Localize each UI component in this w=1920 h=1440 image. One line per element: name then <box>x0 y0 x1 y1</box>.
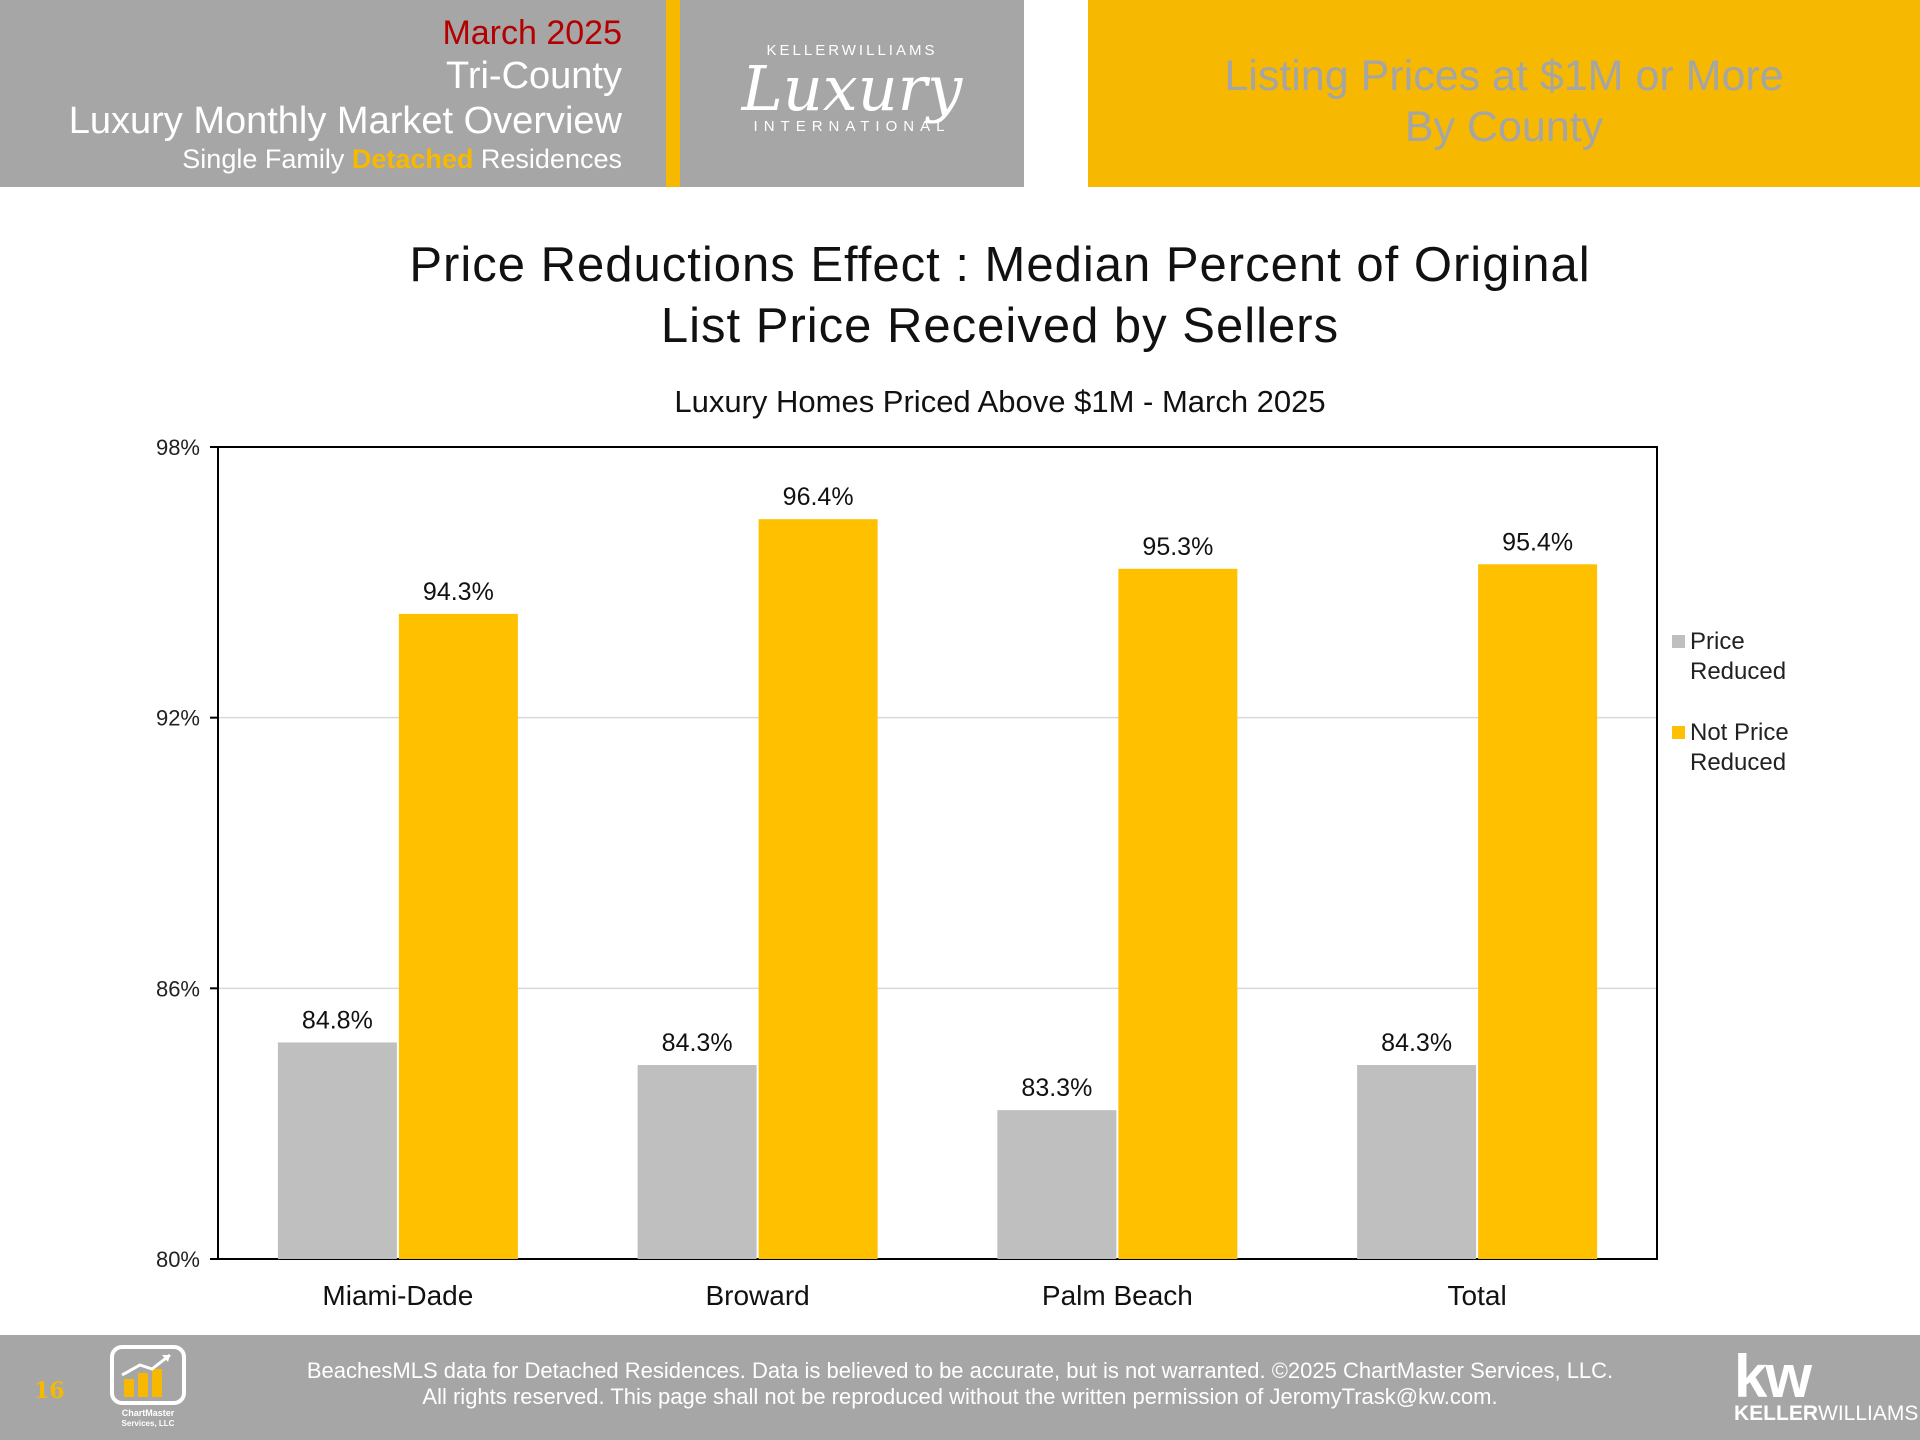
chart-subtitle: Luxury Homes Priced Above $1M - March 20… <box>674 384 1326 419</box>
report-region: Tri-County <box>446 55 622 97</box>
legend-swatch-price-reduced <box>1672 635 1685 648</box>
bar-not-price-reduced <box>398 613 518 1259</box>
data-label: 84.3% <box>662 1029 733 1057</box>
chartmaster-logo: ChartMaster Services, LLC <box>110 1345 186 1428</box>
chart-title-line1: Price Reductions Effect : Median Percent… <box>409 238 1591 292</box>
plot-area-frame <box>217 446 1658 1260</box>
section-title-line2: By County <box>1404 103 1604 151</box>
x-tick-label: Total <box>1448 1280 1507 1311</box>
y-tick-label: 92% <box>156 706 200 731</box>
legend-label-price-reduced-line2: Reduced <box>1690 658 1787 685</box>
kw-luxury-logo-top: KELLERWILLIAMS <box>766 42 938 59</box>
data-label: 95.3% <box>1142 533 1213 561</box>
kw-logo-mark: kw <box>1734 1343 1812 1410</box>
bar-price-reduced <box>277 1042 397 1259</box>
page-number: 16 <box>34 1378 65 1404</box>
legend-label-price-reduced: Price Reduced <box>1690 627 1820 687</box>
legend-swatch-not-price-reduced <box>1672 726 1685 739</box>
y-tick-label: 80% <box>156 1247 200 1272</box>
bar-price-reduced <box>637 1065 757 1259</box>
chart-title-line2: List Price Received by Sellers <box>660 299 1340 353</box>
data-label: 96.4% <box>783 483 854 511</box>
bar-price-reduced <box>997 1110 1117 1259</box>
data-label: 95.4% <box>1502 528 1573 556</box>
data-label: 83.3% <box>1021 1074 1092 1102</box>
kw-logo-text-bold: KELLER <box>1734 1402 1818 1425</box>
kw-logo-text-rest: WILLIAMS. <box>1818 1402 1920 1425</box>
legend-label-not-price-reduced-line2: Reduced <box>1690 749 1787 776</box>
report-subtitle: Single Family Detached Residences <box>182 144 622 175</box>
bar-not-price-reduced <box>1118 568 1238 1259</box>
section-title-line1: Listing Prices at $1M or More <box>1224 52 1784 100</box>
footer-bar <box>0 1335 1920 1440</box>
report-subtitle-pre: Single Family <box>182 144 352 174</box>
kw-logo-text: KELLERWILLIAMS. <box>1734 1402 1920 1426</box>
legend-label-not-price-reduced: Not Price Reduced <box>1690 718 1820 778</box>
bar-chart: 80% 86% 92% 98% 84.8% 94.3% Miami-Dade 84.3% 96.… <box>156 435 1658 1311</box>
header-left-panel <box>0 0 666 187</box>
x-tick-label: Miami-Dade <box>322 1280 473 1311</box>
report-month: March 2025 <box>442 14 622 52</box>
report-subtitle-highlight: Detached <box>351 144 474 174</box>
kw-luxury-logo-script: Luxury <box>741 52 963 125</box>
bar-not-price-reduced <box>758 519 878 1259</box>
header-logo-panel <box>680 0 1024 187</box>
x-tick-label: Palm Beach <box>1042 1280 1193 1311</box>
data-label: 94.3% <box>423 578 494 606</box>
chartmaster-logo-line1: ChartMaster <box>122 1408 175 1418</box>
legend-label-price-reduced-line1: Price <box>1690 628 1745 655</box>
report-subtitle-post: Residences <box>473 144 622 174</box>
bar-price-reduced <box>1357 1065 1477 1259</box>
footer-disclaimer-line2: All rights reserved. This page shall not… <box>422 1384 1498 1409</box>
report-title: Luxury Monthly Market Overview <box>68 100 622 142</box>
y-tick-label: 98% <box>156 435 200 460</box>
x-tick-label: Broward <box>705 1280 809 1311</box>
data-label: 84.8% <box>302 1006 373 1034</box>
legend-label-not-price-reduced-line1: Not Price <box>1690 719 1789 746</box>
header-accent-stripe <box>666 0 680 187</box>
chartmaster-logo-line2: Services, LLC <box>122 1419 175 1428</box>
bar-not-price-reduced <box>1478 564 1598 1259</box>
footer-disclaimer-line1: BeachesMLS data for Detached Residences.… <box>306 1358 1614 1383</box>
header-right-panel <box>1088 0 1920 187</box>
kw-luxury-logo-bottom: INTERNATIONAL <box>753 118 951 135</box>
y-tick-label: 86% <box>156 976 200 1001</box>
data-label: 84.3% <box>1381 1029 1452 1057</box>
